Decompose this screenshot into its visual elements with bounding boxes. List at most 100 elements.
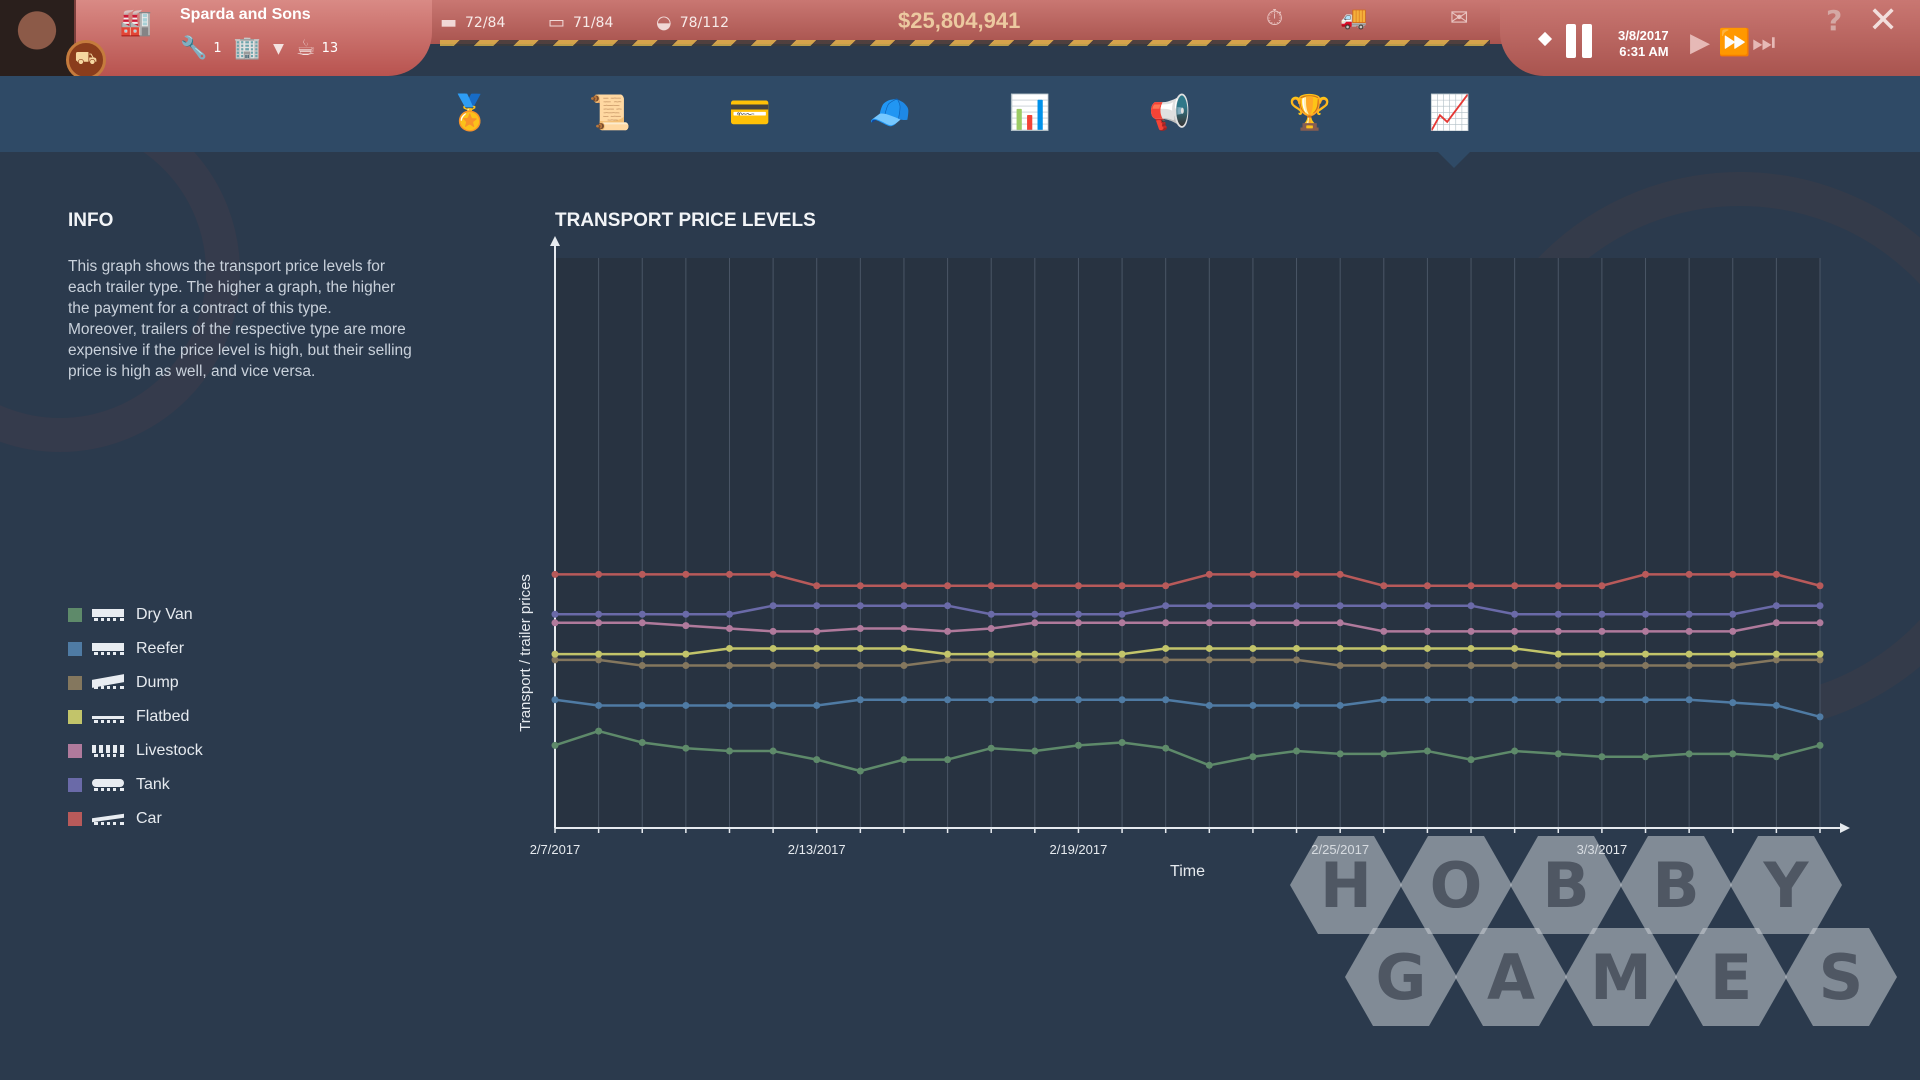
data-point-car (1074, 582, 1082, 590)
data-point-tank (1336, 602, 1344, 610)
data-point-car (1511, 582, 1519, 590)
data-point-dump (1205, 656, 1213, 664)
legend-label: Livestock (136, 742, 203, 759)
legend-item-dump[interactable]: Dump (68, 666, 203, 700)
mail-icon[interactable]: ✉ (1450, 6, 1469, 31)
dump-swatch (68, 676, 82, 690)
top-bar: ⛟ 🏭 Sparda and Sons 🔧 1 🏢 ▼ ☕ 13 ▬ 72/84… (0, 0, 1920, 80)
chart-legend: Dry Van Reefer Dump Flatbed Livestock Ta… (68, 598, 203, 836)
data-point-dump (551, 656, 559, 664)
data-point-flatbed (1336, 644, 1344, 652)
watermark-letter: S (1785, 928, 1897, 1026)
data-point-flatbed (1554, 650, 1562, 658)
watermark-letter: H (1290, 836, 1402, 934)
chart-title: TRANSPORT PRICE LEVELS (555, 210, 816, 231)
data-point-reefer (725, 701, 733, 709)
nav-ranking[interactable]: 🏆 (1282, 90, 1338, 136)
data-point-flatbed (595, 650, 603, 658)
nav-cap[interactable]: 🧢 (862, 90, 918, 136)
legend-item-livestock[interactable]: Livestock (68, 734, 203, 768)
data-point-car (682, 570, 690, 578)
game-datetime: 3/8/2017 6:31 AM (1618, 28, 1669, 60)
legend-item-reefer[interactable]: Reefer (68, 632, 203, 666)
data-point-dry-van (1685, 750, 1693, 758)
x-axis-label: Time (1170, 863, 1205, 880)
data-point-dump (638, 662, 646, 670)
company-logo-icon[interactable]: 🏭 (119, 8, 153, 38)
wrench-icon[interactable]: 🔧 (180, 36, 208, 61)
data-point-flatbed (1816, 650, 1824, 658)
nav-medal[interactable]: 🏅 (442, 90, 498, 136)
top-bar-center (420, 0, 1510, 44)
data-point-dump (1554, 662, 1562, 670)
data-point-flatbed (1685, 650, 1693, 658)
help-button[interactable]: ? (1826, 4, 1843, 37)
nav-statistics[interactable]: 📊 (1002, 90, 1058, 136)
data-point-tank (1642, 610, 1650, 618)
legend-item-car[interactable]: Car (68, 802, 203, 836)
money-balance: $25,804,941 (898, 8, 1021, 33)
data-point-livestock (1642, 627, 1650, 635)
legend-item-tank[interactable]: Tank (68, 768, 203, 802)
data-point-livestock (1511, 627, 1519, 635)
data-point-dump (1511, 662, 1519, 670)
fast-forward-button[interactable]: ⏩ (1718, 28, 1751, 58)
chevron-down-icon[interactable]: ▼ (273, 40, 284, 57)
trophy-icon: 🏆 (1288, 93, 1332, 133)
car-icon (92, 812, 128, 826)
data-point-dry-van (1423, 747, 1431, 755)
data-point-flatbed (1772, 650, 1780, 658)
data-point-reefer (769, 701, 777, 709)
data-point-tank (1380, 602, 1388, 610)
nav-card[interactable]: 💳 (722, 90, 778, 136)
coffee-icon[interactable]: ☕ (295, 36, 316, 61)
legend-item-dry-van[interactable]: Dry Van (68, 598, 203, 632)
data-point-flatbed (1118, 650, 1126, 658)
data-point-livestock (1467, 627, 1475, 635)
data-point-car (638, 570, 646, 578)
garage-icon[interactable]: 🚚 (1340, 6, 1368, 31)
data-point-dry-van (1380, 750, 1388, 758)
pause-button[interactable] (1566, 24, 1594, 58)
data-point-dry-van (769, 747, 777, 755)
truck-count: 72/84 (465, 14, 506, 31)
truck-stat[interactable]: ▬ 72/84 (440, 12, 505, 33)
data-point-livestock (856, 625, 864, 632)
data-point-dump (1816, 656, 1824, 664)
data-point-livestock (987, 625, 995, 632)
nav-marketing[interactable]: 📢 (1142, 90, 1198, 136)
data-point-reefer (813, 701, 821, 709)
data-point-reefer (1205, 701, 1213, 709)
data-point-tank (1467, 602, 1475, 610)
data-point-tank (1205, 602, 1213, 610)
alert-icon[interactable]: ⏱ (1266, 6, 1284, 31)
info-paragraph-1: This graph shows the transport price lev… (68, 258, 396, 317)
legend-item-flatbed[interactable]: Flatbed (68, 700, 203, 734)
nav-price-levels[interactable]: 📈 (1422, 90, 1478, 136)
data-point-livestock (1118, 619, 1126, 627)
fleet-count: 13 (321, 41, 339, 56)
data-point-tank (1511, 610, 1519, 618)
data-point-tank (1293, 602, 1301, 610)
close-button[interactable]: ✕ (1868, 0, 1899, 41)
info-title: INFO (68, 210, 114, 231)
trailer-stat[interactable]: ▭ 71/84 (548, 12, 613, 33)
data-point-reefer (1685, 696, 1693, 704)
data-point-livestock (595, 619, 603, 627)
avatar[interactable] (0, 0, 76, 76)
data-point-dump (1772, 656, 1780, 664)
driver-stat[interactable]: ◒ 78/112 (656, 12, 729, 33)
fastest-forward-button[interactable]: ⏭ (1752, 28, 1776, 58)
data-point-tank (987, 610, 995, 618)
data-point-dry-van (682, 744, 690, 752)
data-point-reefer (1074, 696, 1082, 704)
data-point-tank (1816, 602, 1824, 610)
data-point-dump (944, 656, 952, 664)
data-point-dry-van (813, 756, 821, 764)
data-point-livestock (1423, 627, 1431, 635)
data-point-dry-van (1293, 747, 1301, 755)
play-button[interactable]: ▶ (1690, 28, 1710, 58)
data-point-flatbed (1467, 644, 1475, 652)
depot-icon[interactable]: 🏢 (233, 36, 262, 61)
nav-certificate[interactable]: 📜 (582, 90, 638, 136)
